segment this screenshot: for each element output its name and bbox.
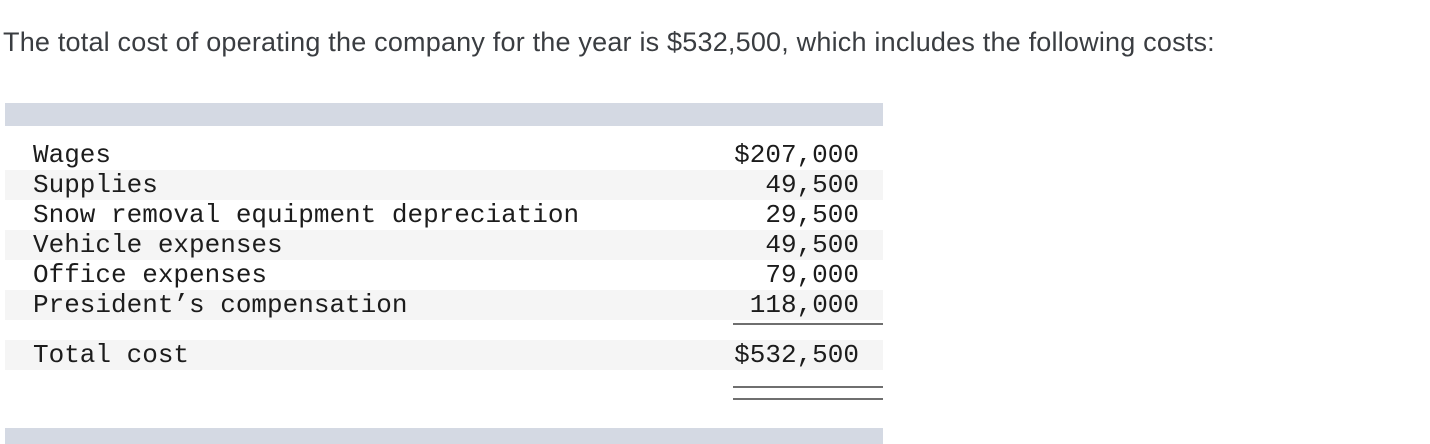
cost-table: Wages $207,000 Supplies 49,500 Snow remo… (5, 103, 883, 444)
expense-label: Office expenses (33, 260, 268, 290)
table-row: Supplies 49,500 (5, 170, 883, 200)
subtotal-rule (733, 323, 883, 325)
table-footer-band (5, 428, 883, 444)
table-header-band (5, 103, 883, 126)
table-row: Office expenses 79,000 (5, 260, 883, 290)
expense-amount: $207,000 (734, 140, 859, 170)
total-amount: $532,500 (734, 340, 859, 370)
table-row: Snow removal equipment depreciation 29,5… (5, 200, 883, 230)
expense-label: Supplies (33, 170, 158, 200)
expense-amount: 49,500 (765, 170, 859, 200)
expense-label: Snow removal equipment depreciation (33, 200, 580, 230)
intro-text: The total cost of operating the company … (3, 27, 1215, 57)
table-row: President’s compensation 118,000 (5, 290, 883, 320)
expense-label: President’s compensation (33, 290, 408, 320)
double-underline-bottom (733, 398, 883, 400)
table-row: Wages $207,000 (5, 140, 883, 170)
expense-rows: Wages $207,000 Supplies 49,500 Snow remo… (5, 140, 883, 320)
expense-label: Wages (33, 140, 112, 170)
total-row: Total cost $532,500 (5, 340, 883, 370)
double-underline-top (733, 386, 883, 388)
expense-label: Vehicle expenses (33, 230, 283, 260)
expense-amount: 79,000 (765, 260, 859, 290)
expense-amount: 49,500 (765, 230, 859, 260)
expense-amount: 29,500 (765, 200, 859, 230)
table-row: Vehicle expenses 49,500 (5, 230, 883, 260)
total-label: Total cost (33, 340, 190, 370)
expense-amount: 118,000 (749, 290, 859, 320)
